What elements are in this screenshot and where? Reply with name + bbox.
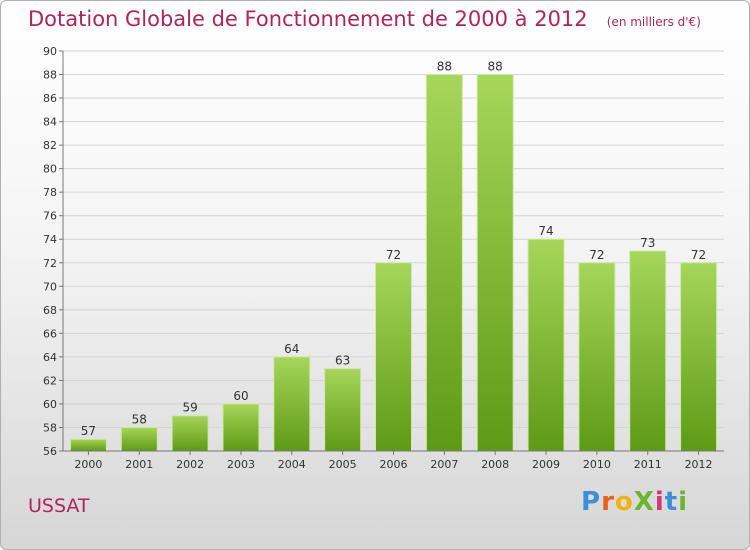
y-tick-label: 90 (43, 45, 57, 58)
x-tick-label: 2004 (278, 458, 306, 471)
data-label: 88 (488, 60, 503, 74)
value-labels: 57 58 59 60 64 63 72 88 88 74 72 73 72 (81, 60, 706, 439)
bar (120, 426, 158, 452)
data-label: 64 (284, 342, 299, 356)
proxiti-logo[interactable]: ProXiti (581, 487, 688, 517)
data-label: 63 (335, 354, 350, 368)
logo-letter: i (654, 487, 665, 517)
data-label: 74 (538, 224, 553, 238)
y-tick-label: 64 (43, 351, 57, 364)
x-tick-label: 2002 (176, 458, 204, 471)
y-tick-label: 70 (43, 280, 57, 293)
data-label: 59 (182, 401, 197, 415)
logo-letter: P (581, 487, 602, 517)
x-tick-label: 2010 (583, 458, 611, 471)
y-tick-label: 58 (43, 421, 57, 434)
y-tick-label: 74 (43, 233, 57, 246)
y-tick-label: 62 (43, 374, 57, 387)
data-label: 60 (233, 389, 248, 403)
y-tick-label: 66 (43, 327, 57, 340)
y-tick-label: 78 (43, 186, 57, 199)
y-tick-label: 82 (43, 139, 57, 152)
bar (171, 415, 209, 452)
x-tick-label: 2012 (685, 458, 713, 471)
bar (425, 74, 463, 452)
data-label: 58 (132, 412, 147, 426)
unit-label: (en milliers d'€) (606, 15, 701, 29)
chart-title: Dotation Globale de Fonctionnement de 20… (28, 7, 701, 31)
y-tick-label: 86 (43, 92, 57, 105)
x-tick-label: 2000 (74, 458, 102, 471)
bar (69, 438, 107, 452)
x-tick-label: 2007 (430, 458, 458, 471)
y-tick-label: 88 (43, 69, 57, 82)
x-tick-label: 2003 (227, 458, 255, 471)
bars (69, 74, 718, 452)
logo-letter: t (664, 487, 679, 517)
y-tick-label: 80 (43, 163, 57, 176)
bar (476, 74, 514, 452)
bar (375, 262, 412, 452)
bar (273, 356, 311, 452)
x-tick-label: 2008 (481, 458, 509, 471)
y-tick-label: 68 (43, 304, 57, 317)
x-tick-label: 2005 (329, 458, 357, 471)
commune-name: USSAT (28, 495, 90, 517)
data-label: 72 (589, 248, 604, 262)
bar (629, 250, 667, 452)
axes: 56 58 60 62 64 66 68 70 72 74 76 78 80 82 84 86 88 90 2000… (43, 45, 724, 471)
y-tick-label: 60 (43, 398, 57, 411)
bar (680, 262, 718, 452)
bar (324, 368, 362, 452)
x-tick-label: 2011 (634, 458, 662, 471)
y-tick-label: 72 (43, 257, 57, 270)
data-label: 72 (691, 248, 706, 262)
y-tick-label: 84 (43, 116, 57, 129)
data-label: 88 (437, 60, 452, 74)
data-label: 57 (81, 424, 96, 438)
logo-letter: o (614, 487, 634, 517)
logo-letter: r (601, 487, 615, 517)
data-label: 73 (640, 236, 655, 250)
bar (527, 238, 565, 452)
chart-title-text: Dotation Globale de Fonctionnement de 20… (28, 7, 588, 31)
y-tick-label: 76 (43, 210, 57, 223)
x-tick-label: 2006 (380, 458, 408, 471)
x-tick-label: 2001 (125, 458, 153, 471)
x-tick-label: 2009 (532, 458, 560, 471)
logo-letter: i (678, 487, 689, 517)
bar (222, 403, 260, 452)
bar (578, 262, 616, 452)
data-label: 72 (386, 248, 401, 262)
y-tick-label: 56 (43, 445, 57, 458)
logo-letter: X (633, 487, 655, 517)
